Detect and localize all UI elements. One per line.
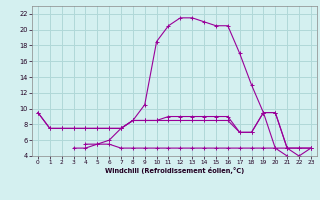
X-axis label: Windchill (Refroidissement éolien,°C): Windchill (Refroidissement éolien,°C) [105, 167, 244, 174]
